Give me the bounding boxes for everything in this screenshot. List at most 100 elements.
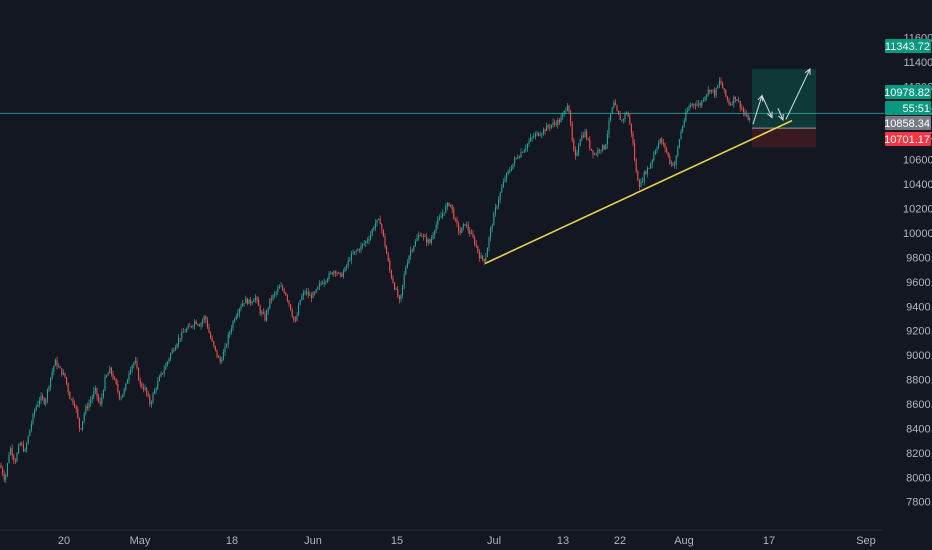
- candle: [645, 170, 647, 175]
- price-axis[interactable]: 7800.00 8000.00 8200.00 8400.00 8600.00 8800.…: [903, 33, 932, 509]
- candle: [354, 251, 356, 255]
- candle: [435, 221, 437, 234]
- candle: [424, 233, 426, 238]
- candle: [190, 325, 192, 329]
- trendline: [484, 119, 793, 265]
- candle: [656, 146, 658, 154]
- candle-body: [266, 310, 268, 321]
- candle-body: [322, 283, 324, 285]
- candle: [221, 356, 223, 364]
- candle-body: [78, 417, 80, 429]
- candle-body: [579, 139, 581, 146]
- candle-body: [726, 96, 728, 100]
- candle: [398, 294, 400, 304]
- candle: [704, 96, 706, 102]
- candle-body: [347, 260, 349, 266]
- candle-body: [107, 373, 109, 376]
- candle: [474, 235, 476, 247]
- candle: [507, 169, 509, 176]
- candle-body: [562, 113, 564, 118]
- candle-body: [568, 105, 570, 113]
- candle-body: [525, 148, 527, 151]
- candle-body: [357, 249, 359, 251]
- candle-body: [387, 253, 389, 261]
- candle-body: [350, 253, 352, 261]
- candle-body: [82, 421, 84, 429]
- candle-body: [170, 353, 172, 359]
- candle-body: [709, 89, 711, 92]
- candle-body: [2, 468, 4, 475]
- candle-body: [656, 148, 658, 151]
- candle-body: [682, 126, 684, 132]
- drawings[interactable]: [0, 67, 884, 265]
- candle-body: [427, 239, 429, 243]
- candle: [402, 284, 404, 299]
- candle: [35, 404, 37, 412]
- candle: [160, 371, 162, 378]
- candle-body: [640, 181, 642, 187]
- candle-body: [270, 298, 272, 300]
- y-axis-tick-label: 10600.00: [903, 155, 932, 167]
- candle: [218, 354, 220, 358]
- candle-body: [256, 297, 258, 300]
- candle-body: [646, 168, 648, 174]
- candle: [296, 312, 298, 322]
- time-axis[interactable]: 20 May 18 Jun 15 Jul 13 22 Aug 17 Sep: [0, 529, 882, 547]
- candle: [56, 356, 58, 370]
- candle-body: [240, 306, 242, 309]
- candle-body: [515, 157, 517, 159]
- candle-body: [725, 89, 727, 97]
- candle: [678, 138, 680, 149]
- candle: [120, 395, 122, 401]
- candle: [59, 365, 61, 369]
- candle: [355, 249, 357, 256]
- candle-body: [339, 272, 341, 275]
- candle: [438, 214, 440, 221]
- candle: [139, 377, 141, 388]
- candle-body: [736, 99, 738, 101]
- candle: [712, 89, 714, 94]
- candle: [202, 318, 204, 328]
- price-tag: 55:51: [885, 101, 931, 115]
- candle-body: [267, 308, 269, 311]
- candle: [238, 307, 240, 318]
- x-axis-tick-label: Aug: [674, 535, 694, 547]
- candle-body: [51, 371, 53, 378]
- candle: [670, 160, 672, 167]
- candle-body: [190, 326, 192, 327]
- candle-body: [136, 360, 138, 369]
- candle-body: [246, 298, 248, 304]
- candle-body: [403, 274, 405, 286]
- candle: [518, 155, 520, 159]
- candle: [499, 191, 501, 204]
- candle: [384, 233, 386, 249]
- candle: [282, 284, 284, 292]
- candle-body: [416, 238, 418, 242]
- candle: [227, 332, 229, 349]
- candle: [130, 366, 132, 375]
- candle-body: [171, 349, 173, 354]
- candle-body: [158, 376, 160, 382]
- candle-body: [747, 114, 749, 121]
- candle: [741, 104, 743, 111]
- candle-body: [643, 171, 645, 182]
- candle-body: [269, 298, 271, 309]
- candle-body: [576, 152, 578, 156]
- candle-body: [48, 386, 50, 390]
- candle-body: [328, 273, 330, 280]
- candle: [366, 237, 368, 244]
- candle: [547, 124, 549, 130]
- candle: [392, 275, 394, 284]
- candle-body: [434, 230, 436, 236]
- candle-body: [390, 270, 392, 278]
- price-tag-label: 10858.34: [884, 118, 930, 130]
- candle-body: [195, 321, 197, 325]
- candle-body: [131, 365, 133, 370]
- candle-body: [418, 234, 420, 239]
- candle-body: [296, 314, 298, 321]
- candle: [485, 252, 487, 263]
- candle-body: [597, 149, 599, 155]
- candle: [674, 160, 676, 169]
- projection-arrow: [777, 108, 784, 122]
